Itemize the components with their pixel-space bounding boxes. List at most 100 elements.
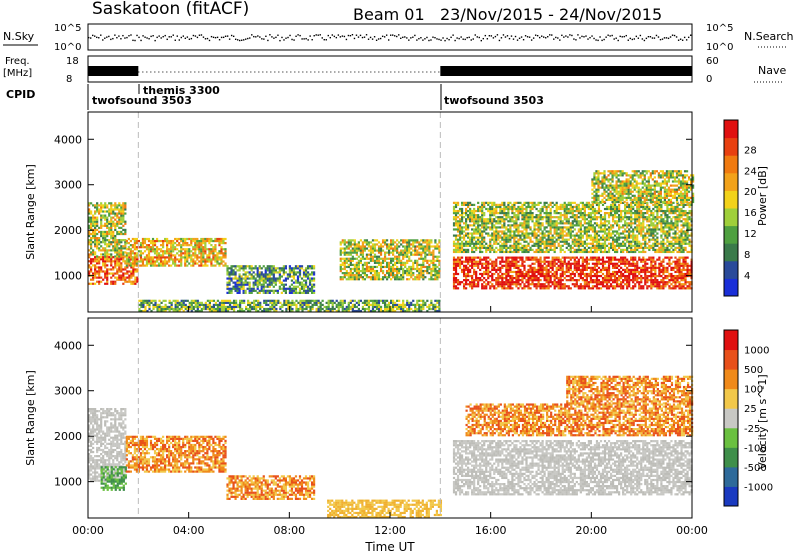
power-cell [511, 250, 514, 254]
power-cell [414, 253, 417, 256]
power-cell [634, 258, 637, 261]
power-cell [569, 268, 572, 272]
power-cell [648, 274, 651, 278]
power-cell [116, 222, 119, 225]
power-cell [88, 230, 91, 234]
power-cell [658, 287, 661, 290]
power-cell [310, 289, 314, 292]
power-cell [304, 273, 308, 276]
power-cell [304, 279, 308, 282]
power-cell [361, 278, 365, 281]
power-cell [192, 264, 195, 267]
power-cell [228, 271, 231, 274]
power-cell [501, 226, 504, 229]
power-cell [355, 269, 358, 273]
power-cell [682, 258, 685, 261]
power-cell [650, 277, 653, 280]
power-cell [493, 201, 496, 204]
power-cell [104, 224, 107, 227]
power-cell [595, 258, 599, 261]
power-cell [298, 291, 302, 294]
power-cell [438, 251, 441, 254]
power-cell [501, 232, 504, 235]
power-cell [507, 272, 510, 276]
power-cell [116, 245, 119, 248]
power-cell [563, 234, 566, 237]
power-cell [402, 249, 405, 252]
power-cell [601, 285, 605, 288]
power-cell [593, 274, 597, 278]
power-cell [436, 276, 439, 279]
nsky-point [398, 34, 400, 36]
power-cell [640, 277, 643, 280]
power-cell [264, 281, 267, 284]
power-cell [613, 279, 617, 282]
power-cell [458, 256, 462, 259]
power-cell [92, 278, 95, 281]
power-cell [589, 258, 593, 261]
power-cell [545, 205, 548, 209]
power-cell [310, 267, 314, 270]
power-cell [357, 278, 360, 281]
power-cell [543, 274, 546, 278]
power-cell [390, 259, 393, 262]
power-cell [467, 242, 470, 245]
power-cell [521, 205, 524, 209]
power-cell [605, 256, 609, 259]
power-cell [523, 216, 526, 219]
power-cell [355, 251, 358, 254]
power-cell [365, 265, 369, 269]
power-cell [262, 283, 265, 286]
power-cell [118, 262, 121, 265]
power-cell [260, 267, 263, 270]
nsky-point [90, 37, 92, 39]
nsky-point [418, 37, 420, 40]
nsky-point [673, 34, 676, 37]
nsky-point [679, 38, 682, 40]
power-cell [535, 228, 538, 231]
power-cell [585, 262, 588, 265]
cpid-entry-twofsound-1: twofsound 3503 [92, 94, 192, 107]
power-cell [569, 230, 572, 233]
power-cell [487, 244, 490, 247]
nsky-point [325, 39, 327, 41]
nsky-point [561, 34, 563, 37]
power-cell [531, 274, 534, 278]
power-cell [250, 277, 253, 280]
power-cell [507, 281, 510, 284]
power-cell [373, 253, 377, 256]
power-cell [545, 220, 548, 223]
power-cell [507, 230, 510, 233]
power-cell [168, 250, 171, 253]
power-cell [392, 249, 395, 252]
power-cell [519, 242, 522, 245]
power-cell [539, 287, 542, 290]
power-cell [452, 201, 456, 204]
power-cell [646, 287, 649, 290]
power-cell [436, 245, 439, 248]
power-cell [234, 285, 237, 288]
nsky-point [585, 35, 587, 37]
nsky-point [192, 34, 195, 37]
power-cell [501, 236, 504, 239]
power-cell [312, 283, 316, 286]
power-cell [426, 261, 429, 264]
power-cell [182, 256, 185, 259]
power-cell [660, 287, 663, 290]
power-cell [226, 287, 229, 290]
power-cell [456, 216, 460, 219]
power-cell [414, 239, 417, 242]
power-cell [385, 261, 389, 264]
power-cell [120, 266, 123, 269]
power-cell [96, 228, 99, 232]
power-cell [509, 226, 512, 229]
power-cell [398, 269, 401, 273]
power-cell [98, 272, 101, 275]
power-cell [611, 274, 615, 278]
power-cell [151, 256, 155, 259]
power-cell [662, 266, 665, 269]
power-cell [503, 222, 506, 225]
nsky-point [394, 35, 396, 37]
power-cell [473, 256, 476, 259]
power-cell [646, 270, 649, 274]
